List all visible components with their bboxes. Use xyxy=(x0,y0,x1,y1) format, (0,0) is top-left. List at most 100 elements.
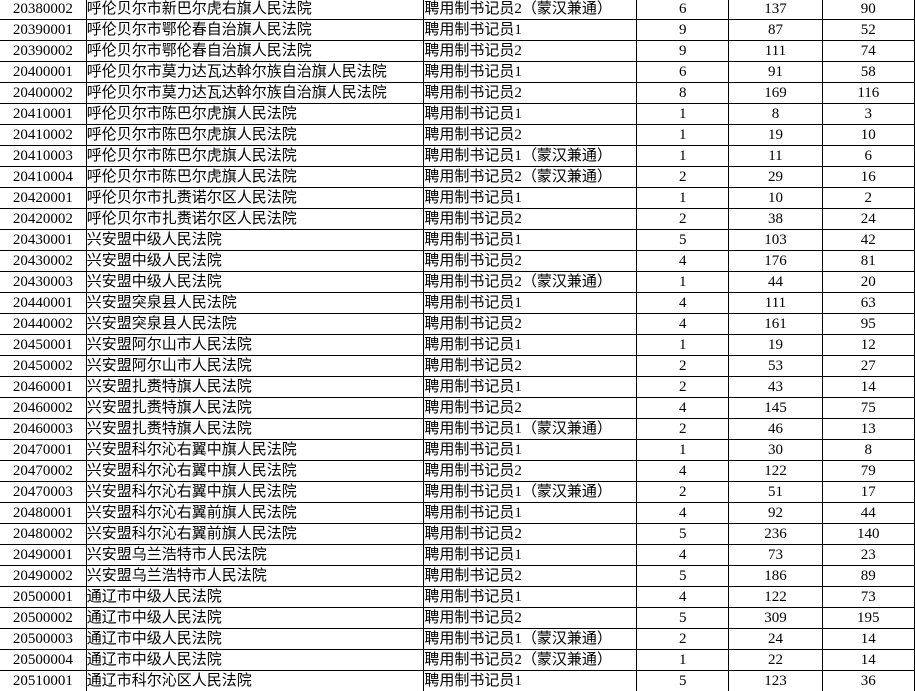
cell-num-1: 1 xyxy=(636,334,730,356)
cell-num-1: 6 xyxy=(636,0,730,20)
cell-num-1: 1 xyxy=(636,103,730,125)
cell-position-name: 聘用制书记员1 xyxy=(423,292,638,314)
cell-position-name: 聘用制书记员2 xyxy=(423,523,638,545)
cell-position-name: 聘用制书记员2 xyxy=(423,397,638,419)
cell-court-name: 兴安盟阿尔山市人民法院 xyxy=(85,334,425,356)
cell-num-3: 90 xyxy=(821,0,915,20)
table-row: 20430002 兴安盟中级人民法院 聘用制书记员2 4 176 81 xyxy=(0,250,915,272)
cell-position-name: 聘用制书记员1 xyxy=(423,334,638,356)
table-row: 20490001 兴安盟乌兰浩特市人民法院 聘用制书记员1 4 73 23 xyxy=(0,544,915,566)
table-row: 20480002 兴安盟科尔沁右翼前旗人民法院 聘用制书记员2 5 236 14… xyxy=(0,523,915,545)
cell-num-2: 10 xyxy=(728,187,823,209)
cell-court-name: 兴安盟突泉县人民法院 xyxy=(85,292,425,314)
cell-num-2: 19 xyxy=(728,124,823,146)
cell-position-name: 聘用制书记员1 xyxy=(423,19,638,41)
cell-num-2: 38 xyxy=(728,208,823,230)
cell-num-3: 3 xyxy=(821,103,915,125)
cell-position-name: 聘用制书记员2 xyxy=(423,565,638,587)
cell-num-3: 52 xyxy=(821,19,915,41)
cell-num-2: 53 xyxy=(728,355,823,377)
cell-num-3: 14 xyxy=(821,628,915,650)
cell-num-2: 169 xyxy=(728,82,823,104)
table-row: 20400002 呼伦贝尔市莫力达瓦达斡尔族自治旗人民法院 聘用制书记员2 8 … xyxy=(0,82,915,104)
cell-num-1: 4 xyxy=(636,460,730,482)
table-row: 20490002 兴安盟乌兰浩特市人民法院 聘用制书记员2 5 186 89 xyxy=(0,565,915,587)
cell-court-name: 兴安盟扎赉特旗人民法院 xyxy=(85,376,425,398)
cell-court-name: 通辽市中级人民法院 xyxy=(85,586,425,608)
cell-code: 20410002 xyxy=(0,124,87,146)
cell-code: 20510001 xyxy=(0,670,87,691)
table-row: 20400001 呼伦贝尔市莫力达瓦达斡尔族自治旗人民法院 聘用制书记员1 6 … xyxy=(0,61,915,83)
cell-position-name: 聘用制书记员2 xyxy=(423,208,638,230)
cell-position-name: 聘用制书记员1 xyxy=(423,229,638,251)
cell-num-1: 4 xyxy=(636,397,730,419)
cell-code: 20440002 xyxy=(0,313,87,335)
cell-num-1: 2 xyxy=(636,418,730,440)
cell-num-2: 29 xyxy=(728,166,823,188)
cell-num-1: 5 xyxy=(636,670,730,691)
table-row: 20420002 呼伦贝尔市扎赉诺尔区人民法院 聘用制书记员2 2 38 24 xyxy=(0,208,915,230)
cell-court-name: 兴安盟中级人民法院 xyxy=(85,250,425,272)
table-row: 20500001 通辽市中级人民法院 聘用制书记员1 4 122 73 xyxy=(0,586,915,608)
cell-position-name: 聘用制书记员1（蒙汉兼通） xyxy=(423,145,638,167)
cell-position-name: 聘用制书记员1（蒙汉兼通） xyxy=(423,628,638,650)
cell-num-2: 91 xyxy=(728,61,823,83)
cell-code: 20420001 xyxy=(0,187,87,209)
cell-num-3: 95 xyxy=(821,313,915,335)
cell-court-name: 兴安盟科尔沁右翼中旗人民法院 xyxy=(85,481,425,503)
cell-num-3: 36 xyxy=(821,670,915,691)
cell-num-1: 4 xyxy=(636,586,730,608)
cell-num-2: 176 xyxy=(728,250,823,272)
cell-num-1: 9 xyxy=(636,40,730,62)
cell-num-3: 16 xyxy=(821,166,915,188)
cell-num-1: 2 xyxy=(636,355,730,377)
cell-position-name: 聘用制书记员1 xyxy=(423,187,638,209)
cell-position-name: 聘用制书记员2（蒙汉兼通） xyxy=(423,271,638,293)
cell-court-name: 兴安盟扎赉特旗人民法院 xyxy=(85,397,425,419)
cell-num-1: 4 xyxy=(636,544,730,566)
cell-code: 20390001 xyxy=(0,19,87,41)
cell-num-2: 236 xyxy=(728,523,823,545)
cell-code: 20430001 xyxy=(0,229,87,251)
cell-code: 20470002 xyxy=(0,460,87,482)
table-row: 20410003 呼伦贝尔市陈巴尔虎旗人民法院 聘用制书记员1（蒙汉兼通） 1 … xyxy=(0,145,915,167)
cell-num-3: 27 xyxy=(821,355,915,377)
table-row: 20470003 兴安盟科尔沁右翼中旗人民法院 聘用制书记员1（蒙汉兼通） 2 … xyxy=(0,481,915,503)
cell-court-name: 兴安盟科尔沁右翼中旗人民法院 xyxy=(85,460,425,482)
cell-num-2: 145 xyxy=(728,397,823,419)
cell-code: 20500004 xyxy=(0,649,87,671)
cell-num-1: 5 xyxy=(636,565,730,587)
cell-code: 20450001 xyxy=(0,334,87,356)
cell-num-2: 92 xyxy=(728,502,823,524)
cell-num-3: 140 xyxy=(821,523,915,545)
cell-court-name: 呼伦贝尔市鄂伦春自治旗人民法院 xyxy=(85,40,425,62)
cell-code: 20490002 xyxy=(0,565,87,587)
cell-num-3: 17 xyxy=(821,481,915,503)
cell-position-name: 聘用制书记员2（蒙汉兼通） xyxy=(423,166,638,188)
cell-num-2: 30 xyxy=(728,439,823,461)
cell-num-1: 4 xyxy=(636,292,730,314)
cell-num-3: 75 xyxy=(821,397,915,419)
cell-num-3: 58 xyxy=(821,61,915,83)
cell-court-name: 兴安盟乌兰浩特市人民法院 xyxy=(85,565,425,587)
cell-court-name: 呼伦贝尔市扎赉诺尔区人民法院 xyxy=(85,187,425,209)
cell-num-1: 4 xyxy=(636,502,730,524)
cell-num-1: 9 xyxy=(636,19,730,41)
cell-code: 20410003 xyxy=(0,145,87,167)
cell-num-1: 2 xyxy=(636,481,730,503)
cell-num-1: 5 xyxy=(636,607,730,629)
cell-num-1: 8 xyxy=(636,82,730,104)
cell-code: 20470003 xyxy=(0,481,87,503)
cell-code: 20480002 xyxy=(0,523,87,545)
table-row: 20420001 呼伦贝尔市扎赉诺尔区人民法院 聘用制书记员1 1 10 2 xyxy=(0,187,915,209)
cell-position-name: 聘用制书记员2 xyxy=(423,607,638,629)
cell-num-3: 14 xyxy=(821,649,915,671)
cell-num-2: 73 xyxy=(728,544,823,566)
cell-num-1: 6 xyxy=(636,61,730,83)
cell-position-name: 聘用制书记员2（蒙汉兼通） xyxy=(423,0,638,20)
cell-num-3: 20 xyxy=(821,271,915,293)
cell-position-name: 聘用制书记员2 xyxy=(423,313,638,335)
